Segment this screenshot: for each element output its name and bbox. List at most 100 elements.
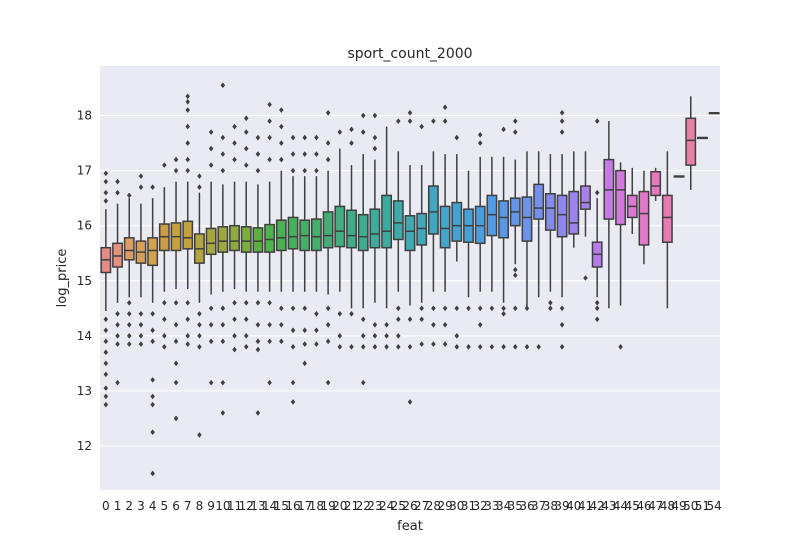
outlier-point bbox=[524, 344, 530, 350]
iqr-box bbox=[427, 185, 439, 235]
outlier-point bbox=[513, 344, 518, 350]
outlier-point bbox=[396, 344, 401, 350]
outlier-point bbox=[279, 156, 284, 163]
outlier-point bbox=[407, 118, 413, 124]
outlier-point bbox=[255, 410, 261, 416]
outlier-point bbox=[477, 322, 483, 328]
outlier-point bbox=[232, 346, 237, 353]
outlier-point bbox=[185, 341, 190, 347]
iqr-box bbox=[357, 213, 369, 252]
outlier-point bbox=[103, 385, 109, 391]
box-39 bbox=[556, 110, 568, 350]
outlier-point bbox=[150, 338, 155, 345]
outlier-point bbox=[524, 305, 530, 312]
outlier-point bbox=[513, 266, 518, 273]
x-tick-label: 36 bbox=[519, 499, 534, 513]
outlier-point bbox=[255, 322, 261, 328]
outlier-point bbox=[360, 344, 366, 350]
box-15 bbox=[275, 107, 287, 345]
iqr-box bbox=[334, 205, 346, 248]
outlier-point bbox=[477, 344, 483, 350]
outlier-point bbox=[407, 316, 413, 323]
x-tick-label: 19 bbox=[320, 499, 335, 513]
outlier-point bbox=[290, 327, 296, 334]
x-tick-label: 23 bbox=[367, 499, 382, 513]
iqr-box bbox=[229, 224, 240, 252]
box-3 bbox=[135, 173, 147, 347]
x-tick-label: 42 bbox=[590, 499, 605, 513]
x-tick-label: 29 bbox=[437, 499, 452, 513]
x-tick-label: 40 bbox=[566, 499, 581, 513]
x-tick-label: 5 bbox=[161, 499, 169, 513]
outlier-point bbox=[197, 322, 202, 328]
x-tick-label: 17 bbox=[297, 499, 312, 513]
outlier-point bbox=[548, 305, 553, 312]
iqr-box bbox=[498, 200, 510, 239]
outlier-point bbox=[372, 344, 378, 350]
x-tick-label: 11 bbox=[227, 499, 242, 513]
outlier-point bbox=[185, 333, 190, 339]
x-tick-label: 45 bbox=[625, 499, 640, 513]
x-tick-label: 2 bbox=[125, 499, 133, 513]
iqr-box bbox=[381, 194, 393, 249]
outlier-point bbox=[208, 129, 214, 135]
outlier-point bbox=[162, 316, 167, 323]
box-10 bbox=[217, 82, 229, 416]
box-2 bbox=[123, 192, 135, 347]
outlier-point bbox=[513, 118, 518, 124]
outlier-point bbox=[243, 162, 249, 168]
outlier-point bbox=[185, 140, 190, 146]
outlier-point bbox=[220, 151, 226, 157]
iqr-box bbox=[661, 194, 673, 243]
x-tick-label: 41 bbox=[578, 499, 593, 513]
outlier-point bbox=[173, 299, 179, 306]
outlier-point bbox=[243, 316, 249, 323]
outlier-point bbox=[501, 310, 506, 317]
outlier-point bbox=[314, 134, 319, 141]
box-9 bbox=[205, 129, 217, 386]
outlier-point bbox=[173, 360, 179, 367]
outlier-point bbox=[290, 399, 296, 405]
x-tick-label: 25 bbox=[391, 499, 406, 513]
x-tick-label: 7 bbox=[184, 499, 192, 513]
outlier-point bbox=[501, 344, 506, 350]
outlier-point bbox=[431, 118, 436, 124]
iqr-box bbox=[638, 190, 650, 246]
x-tick-label: 30 bbox=[449, 499, 464, 513]
outlier-point bbox=[127, 333, 132, 339]
y-tick-label: 16 bbox=[77, 219, 92, 233]
outlier-point bbox=[384, 333, 389, 339]
iqr-box bbox=[392, 200, 404, 241]
outlier-point bbox=[103, 198, 109, 204]
x-tick-label: 32 bbox=[473, 499, 488, 513]
x-tick-label: 27 bbox=[414, 499, 429, 513]
box-18 bbox=[310, 134, 322, 347]
outlier-point bbox=[442, 322, 448, 328]
iqr-box bbox=[533, 183, 545, 220]
outlier-point bbox=[314, 327, 319, 334]
iqr-box bbox=[182, 220, 194, 250]
outlier-point bbox=[255, 151, 261, 157]
x-tick-label: 24 bbox=[379, 499, 394, 513]
outlier-point bbox=[396, 118, 401, 124]
iqr-box bbox=[451, 201, 463, 242]
outlier-point bbox=[337, 129, 343, 135]
x-tick-label: 28 bbox=[426, 499, 441, 513]
box-23 bbox=[369, 112, 381, 350]
box-49 bbox=[673, 175, 685, 178]
outlier-point bbox=[208, 338, 214, 345]
box-27 bbox=[416, 123, 428, 347]
outlier-point bbox=[243, 145, 249, 152]
outlier-point bbox=[103, 178, 109, 185]
outlier-point bbox=[243, 344, 249, 350]
outlier-point bbox=[150, 377, 155, 383]
iqr-box bbox=[264, 223, 276, 253]
outlier-point bbox=[419, 123, 424, 130]
iqr-box bbox=[287, 216, 299, 250]
x-tick-label: 14 bbox=[262, 499, 277, 513]
outlier-point bbox=[208, 305, 214, 312]
outlier-point bbox=[349, 310, 354, 317]
box-5 bbox=[158, 162, 170, 350]
outlier-point bbox=[337, 333, 343, 339]
x-tick-label: 13 bbox=[250, 499, 265, 513]
